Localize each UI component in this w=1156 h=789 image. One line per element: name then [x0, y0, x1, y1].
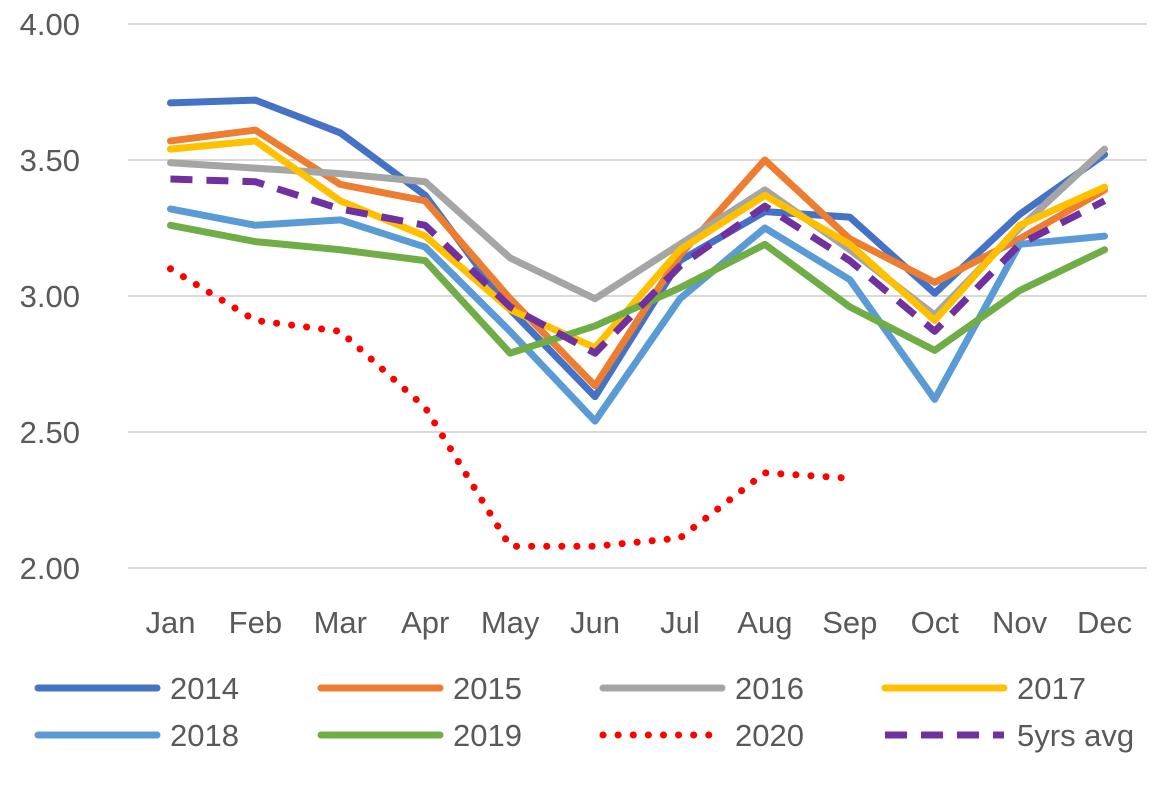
- y-tick-label: 2.50: [20, 415, 80, 450]
- legend-label: 2014: [170, 671, 239, 706]
- y-tick-label: 2.00: [20, 551, 80, 586]
- legend-label: 2016: [735, 671, 804, 706]
- x-tick-label: May: [481, 605, 540, 640]
- x-tick-label: Feb: [229, 605, 282, 640]
- x-tick-label: Jul: [660, 605, 700, 640]
- legend-item: 2016: [599, 671, 804, 706]
- legend-label: 2020: [735, 718, 804, 753]
- legend-label: 2018: [170, 718, 239, 753]
- series-line-2019: [166, 221, 1109, 357]
- legend-item: 2018: [34, 718, 239, 753]
- series-line-2018: [166, 205, 1109, 425]
- x-tick-label: Oct: [911, 605, 960, 640]
- series-line-5yrs-avg: [170, 175, 1107, 357]
- x-tick-label: Mar: [314, 605, 367, 640]
- x-tick-label: Jan: [145, 605, 195, 640]
- x-tick-label: Jun: [570, 605, 620, 640]
- y-tick-label: 4.00: [20, 7, 80, 42]
- series-lines: [166, 96, 1109, 550]
- legend: 2014 2015 2016 2017 2018 2019 2020 5yrs avg: [34, 671, 1134, 753]
- x-tick-label: Dec: [1077, 605, 1132, 640]
- series-line-2014: [166, 96, 1109, 401]
- x-tick-label: Apr: [401, 605, 449, 640]
- y-tick-label: 3.00: [20, 279, 80, 314]
- y-axis-labels: 2.00 2.50 3.00 3.50 4.00: [20, 7, 80, 586]
- legend-item: 2015: [317, 671, 522, 706]
- x-tick-label: Sep: [822, 605, 877, 640]
- legend-item: 5yrs avg: [885, 718, 1134, 753]
- legend-label: 2019: [453, 718, 522, 753]
- legend-label: 2017: [1017, 671, 1086, 706]
- legend-label: 5yrs avg: [1017, 718, 1134, 753]
- legend-item: 2014: [34, 671, 239, 706]
- legend-item: 2019: [317, 718, 522, 753]
- legend-item: 2017: [881, 671, 1086, 706]
- x-axis-labels: Jan Feb Mar Apr May Jun Jul Aug Sep Oct Nov Dec: [145, 605, 1132, 640]
- series-line-2017: [166, 137, 1109, 352]
- legend-label: 2015: [453, 671, 522, 706]
- y-tick-label: 3.50: [20, 143, 80, 178]
- x-tick-label: Nov: [992, 605, 1048, 640]
- x-tick-label: Aug: [737, 605, 792, 640]
- legend-item: 2020: [599, 718, 804, 753]
